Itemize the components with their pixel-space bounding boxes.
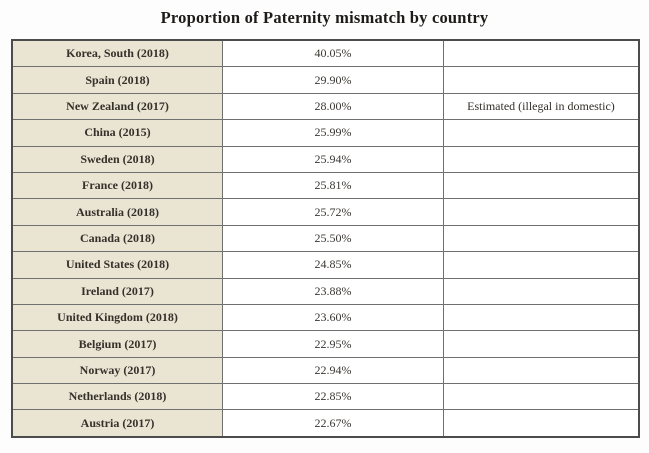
note-cell: Estimated (illegal in domestic) (443, 92, 640, 121)
table-row: Korea, South (2018) 40.05% (11, 39, 640, 68)
value-cell: 25.94% (222, 145, 444, 173)
country-cell: Netherlands (2018) (11, 383, 223, 411)
value-cell: 28.00% (222, 92, 444, 121)
table-row: Ireland (2017) 23.88% (11, 277, 640, 305)
value-cell: 25.99% (222, 119, 444, 147)
table-row: United Kingdom (2018) 23.60% (11, 303, 640, 332)
note-cell (443, 198, 640, 226)
table-row: United States (2018) 24.85% (11, 251, 640, 279)
country-cell: United Kingdom (2018) (11, 303, 223, 332)
value-cell: 22.85% (222, 383, 444, 411)
value-cell: 25.72% (222, 198, 444, 226)
note-cell (443, 145, 640, 173)
note-cell (443, 251, 640, 279)
table-row: Sweden (2018) 25.94% (11, 145, 640, 173)
table-row: Norway (2017) 22.94% (11, 356, 640, 385)
country-cell: Norway (2017) (11, 356, 223, 385)
table-row: Belgium (2017) 22.95% (11, 330, 640, 358)
country-cell: Canada (2018) (11, 224, 223, 253)
value-cell: 23.88% (222, 277, 444, 305)
note-cell (443, 303, 640, 332)
table-row: New Zealand (2017) 28.00% Estimated (illeg… (11, 92, 640, 121)
table-body: Korea, South (2018) 40.05% Spain (2018) 29.… (11, 39, 640, 438)
country-cell: Ireland (2017) (11, 277, 223, 305)
note-cell (443, 39, 640, 68)
note-cell (443, 409, 640, 438)
table-row: Netherlands (2018) 22.85% (11, 383, 640, 411)
value-cell: 24.85% (222, 251, 444, 279)
country-cell: Spain (2018) (11, 66, 223, 94)
note-cell (443, 224, 640, 253)
country-cell: United States (2018) (11, 251, 223, 279)
table-row: Australia (2018) 25.72% (11, 198, 640, 226)
country-cell: Australia (2018) (11, 198, 223, 226)
table-row: Austria (2017) 22.67% (11, 409, 640, 438)
value-cell: 40.05% (222, 39, 444, 68)
note-cell (443, 356, 640, 385)
note-cell (443, 66, 640, 94)
value-cell: 22.95% (222, 330, 444, 358)
country-cell: Belgium (2017) (11, 330, 223, 358)
value-cell: 22.94% (222, 356, 444, 385)
table-row: France (2018) 25.81% (11, 171, 640, 200)
note-cell (443, 277, 640, 305)
country-cell: Austria (2017) (11, 409, 223, 438)
country-cell: Korea, South (2018) (11, 39, 223, 68)
country-cell: China (2015) (11, 119, 223, 147)
value-cell: 29.90% (222, 66, 444, 94)
country-cell: France (2018) (11, 171, 223, 200)
value-cell: 22.67% (222, 409, 444, 438)
note-cell (443, 330, 640, 358)
country-cell: New Zealand (2017) (11, 92, 223, 121)
value-cell: 25.81% (222, 171, 444, 200)
note-cell (443, 119, 640, 147)
value-cell: 25.50% (222, 224, 444, 253)
note-cell (443, 171, 640, 200)
page-title: Proportion of Paternity mismatch by coun… (160, 8, 489, 27)
table-row: Canada (2018) 25.50% (11, 224, 640, 253)
country-cell: Sweden (2018) (11, 145, 223, 173)
note-cell (443, 383, 640, 411)
table-row: China (2015) 25.99% (11, 119, 640, 147)
paternity-mismatch-table: Korea, South (2018) 40.05% Spain (2018) 29.… (11, 39, 640, 438)
value-cell: 23.60% (222, 303, 444, 332)
table-row: Spain (2018) 29.90% (11, 66, 640, 94)
